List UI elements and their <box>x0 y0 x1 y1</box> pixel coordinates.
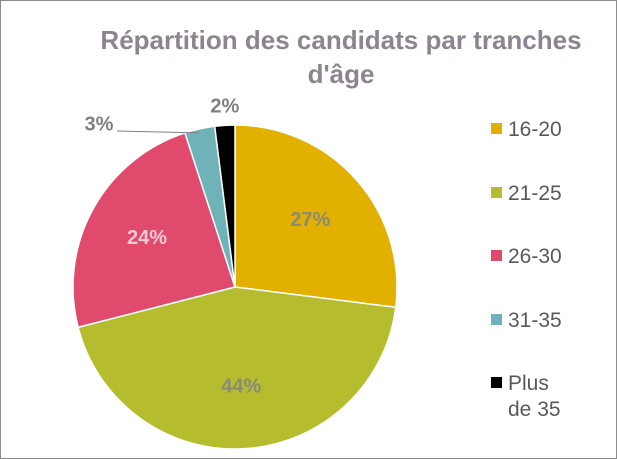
legend-label: 31-35 <box>508 308 562 332</box>
legend-item: 31-35 <box>491 308 578 334</box>
data-label: 2% <box>210 96 239 118</box>
legend-item: Plus de 35 <box>491 371 578 423</box>
legend-swatch <box>491 123 502 134</box>
legend-label: 16-20 <box>508 118 562 141</box>
pie-slice <box>72 131 236 329</box>
legend-item: 21-25 <box>491 181 578 207</box>
pie-slice <box>213 124 236 288</box>
legend-item: 26-30 <box>491 244 578 270</box>
pie-slice <box>234 124 398 309</box>
pie-slice <box>77 286 397 450</box>
data-label: 27% <box>290 209 330 231</box>
chart-title: Répartition des candidats par tranches d… <box>100 25 582 89</box>
legend-swatch <box>491 186 502 198</box>
leader-line <box>116 130 200 134</box>
data-label: 3% <box>85 113 114 135</box>
legend-label: 21-25 <box>508 181 562 205</box>
data-label: 44% <box>221 376 261 398</box>
data-label: 24% <box>127 227 167 249</box>
legend-swatch <box>491 250 502 261</box>
legend-label: 26-30 <box>508 245 562 268</box>
legend-label: Plus de 35 <box>508 372 561 421</box>
legend-swatch <box>491 313 502 325</box>
legend-item: 16-20 <box>491 117 578 143</box>
legend-swatch <box>491 377 502 388</box>
